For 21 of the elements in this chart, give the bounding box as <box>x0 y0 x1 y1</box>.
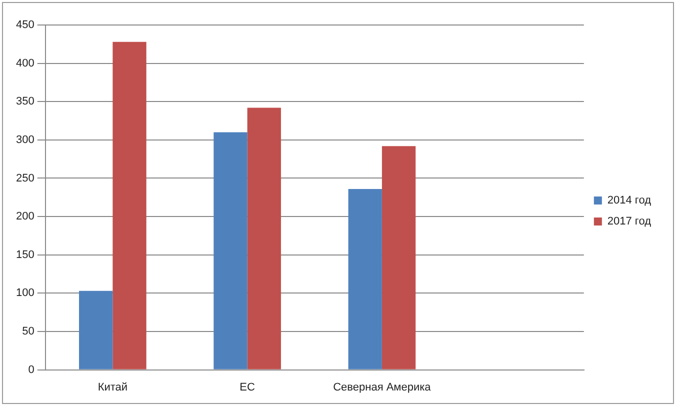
y-tick-label: 150 <box>16 248 34 261</box>
y-tick-label: 50 <box>22 326 34 338</box>
bar <box>79 290 113 370</box>
bar <box>214 132 248 370</box>
y-tick-label: 100 <box>16 287 34 300</box>
legend-label: 2014 год <box>607 194 652 207</box>
x-tick-label: ЕС <box>240 381 256 394</box>
bar <box>382 146 416 370</box>
y-tick-label: 250 <box>16 172 34 184</box>
bar <box>112 42 146 370</box>
y-tick-label: 350 <box>16 96 34 108</box>
y-tick-label: 450 <box>16 19 34 32</box>
x-tick-label: Китай <box>98 381 128 394</box>
bar <box>247 108 281 370</box>
bar <box>348 188 382 370</box>
y-tick-label: 200 <box>16 210 34 223</box>
y-tick-label: 0 <box>28 364 34 376</box>
x-tick-label: Северная Америка <box>333 381 432 394</box>
legend-label: 2017 год <box>607 216 652 228</box>
y-tick-label: 400 <box>16 57 34 70</box>
y-tick-label: 300 <box>16 134 34 146</box>
